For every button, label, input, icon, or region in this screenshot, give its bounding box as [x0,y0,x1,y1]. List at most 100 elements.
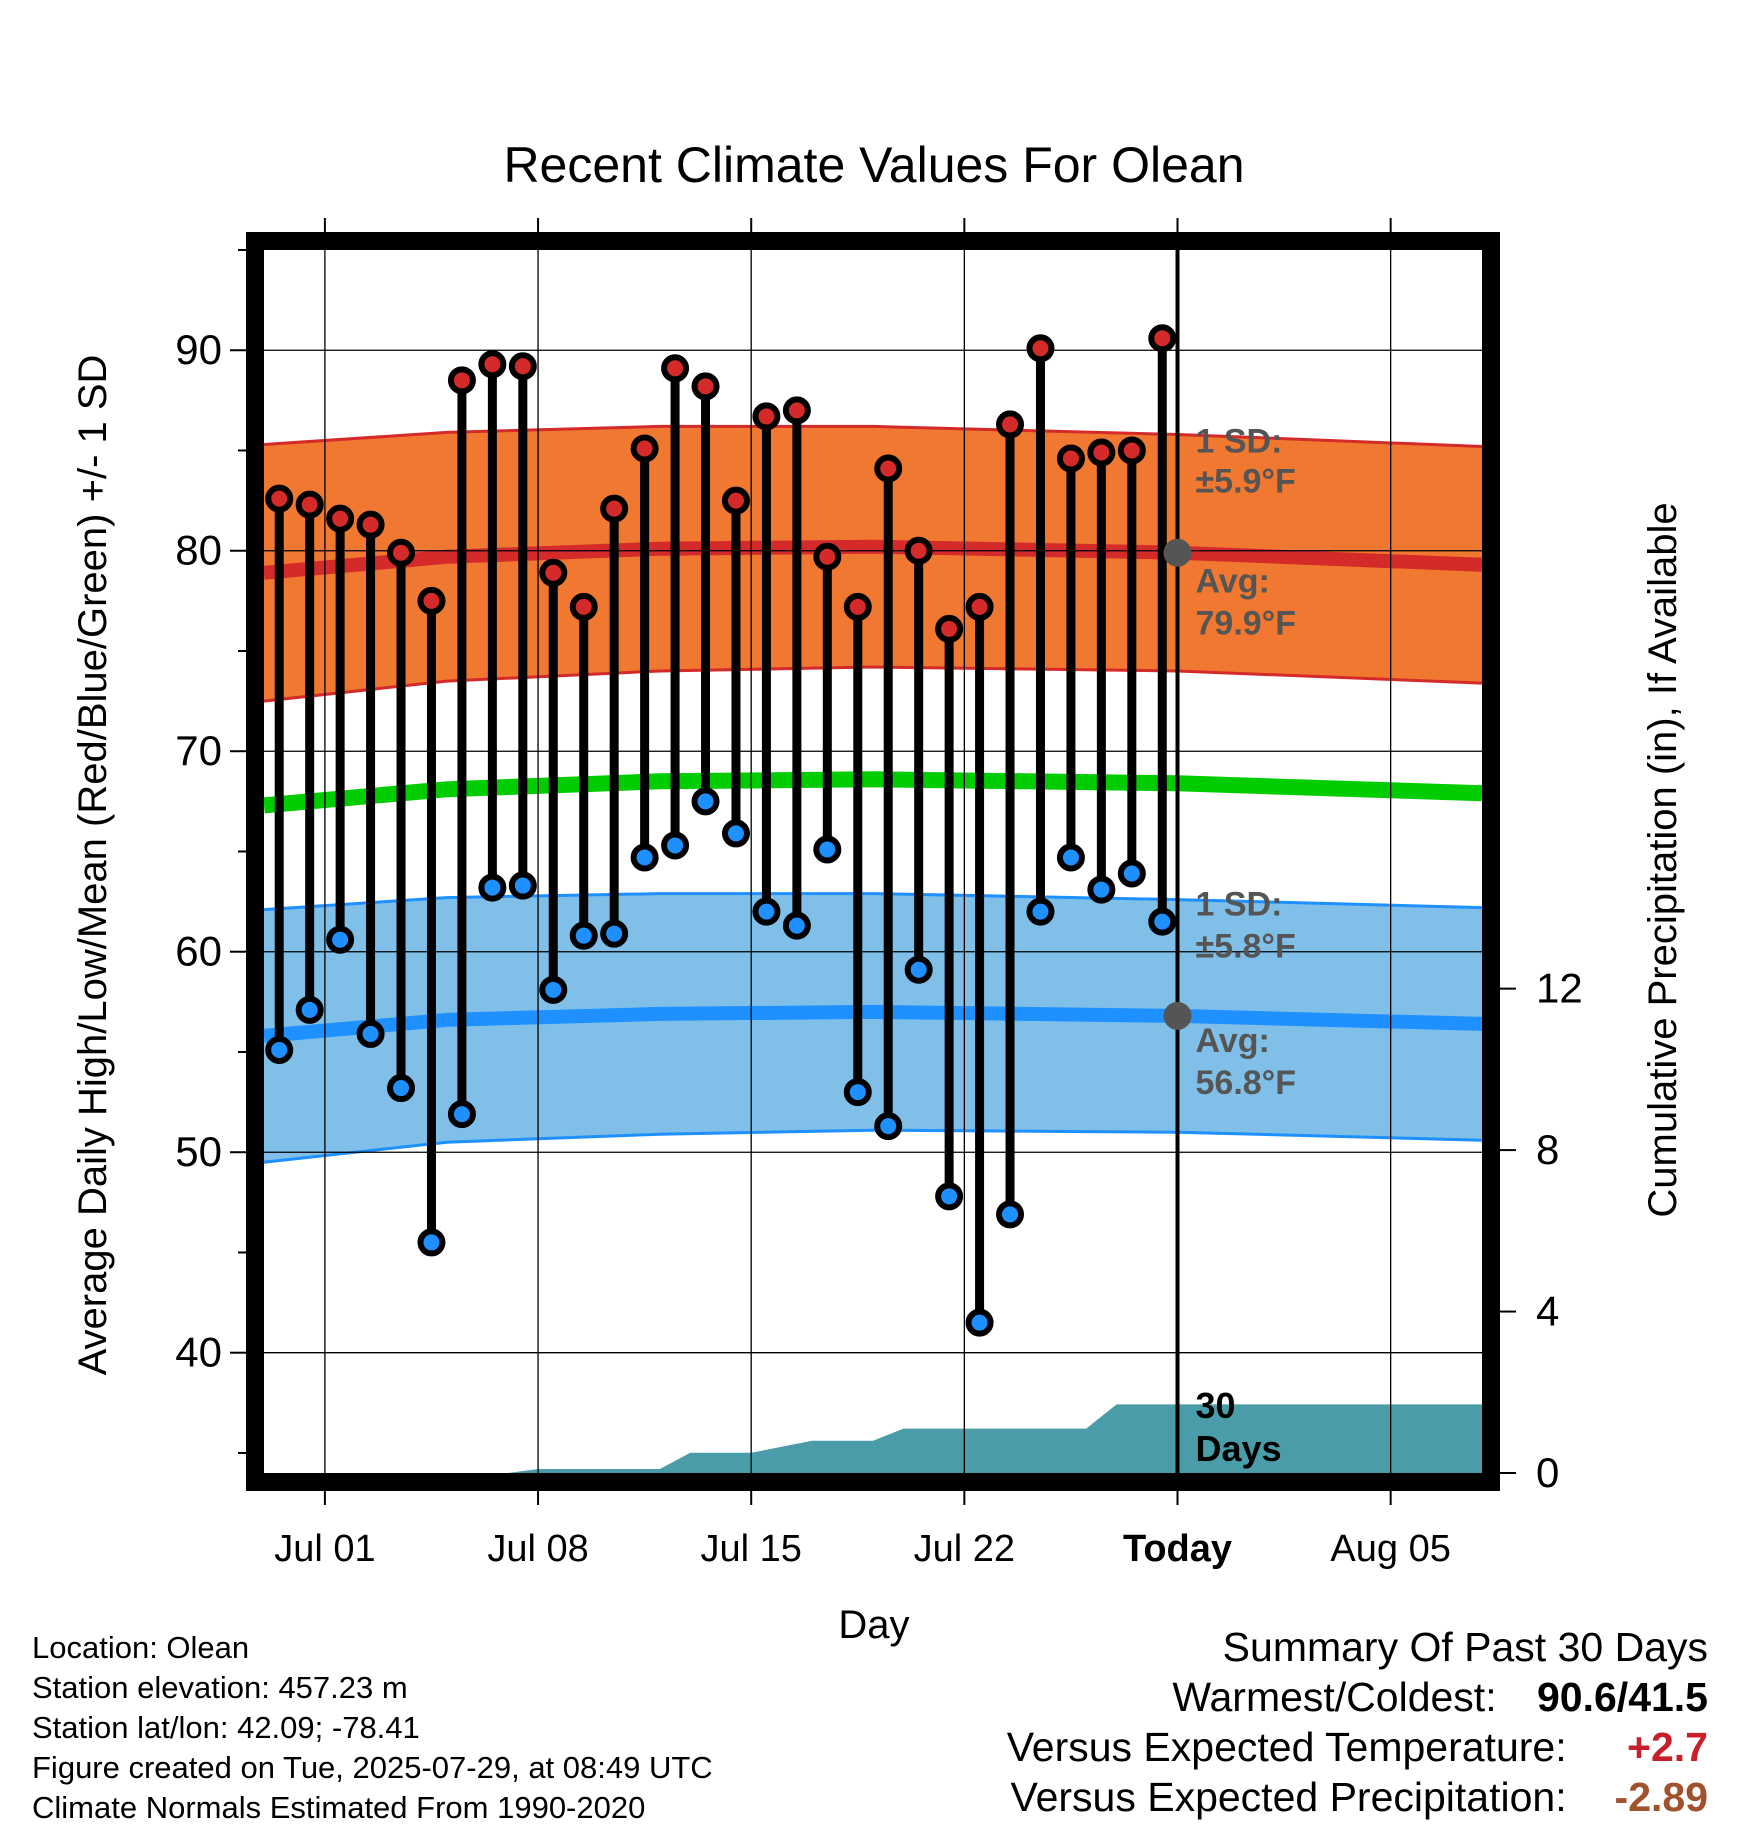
y2-axis-label: Cumulative Precipitation (in), If Availa… [1641,502,1685,1217]
latlon-text: Station lat/lon: 42.09; -78.41 [32,1710,420,1745]
daily-high-point [904,536,933,565]
daily-high-point [661,354,690,383]
daily-high-point [478,350,507,379]
precip-area [264,1404,1482,1473]
daily-high-point [843,592,872,621]
low-sd-lower-edge [263,1128,1483,1164]
temp-row: Versus Expected Temperature: +2.7 [1007,1722,1708,1772]
y2-tick-label: 8 [1536,1126,1559,1173]
today-low-avg-dot [1163,1001,1192,1030]
daily-low-point [1056,843,1085,872]
precip-row: Versus Expected Precipitation: -2.89 [1007,1772,1709,1822]
precip-label: Versus Expected Precipitation: [1010,1774,1567,1820]
daily-high-point [965,592,994,621]
days-label: Days [1196,1428,1282,1469]
summary-panel: Summary Of Past 30 Days Warmest/Coldest:… [1007,1622,1708,1822]
precip-value: -2.89 [1614,1774,1708,1820]
warmest-coldest-value: 90.6/41.5 [1537,1674,1708,1720]
daily-high-point [813,542,842,571]
daily-high-point [782,396,811,425]
daily-high-point [1117,436,1146,465]
normal-bands [263,424,1483,1164]
today-high-avg-dot [1163,538,1192,567]
daily-high-point [1026,334,1055,363]
low-avg-line [263,1004,1483,1043]
y-tick-label: 80 [175,527,222,574]
warmest-coldest-label: Warmest/Coldest: [1172,1674,1497,1720]
daily-low-point [630,843,659,872]
daily-high-point [265,484,294,513]
today-marker [1163,250,1192,1473]
x-tick-label: Jul 22 [914,1528,1015,1570]
daily-high-point [387,538,416,567]
x-tick-label: Today [1123,1528,1232,1570]
high-sd-label: 1 SD: [1196,422,1283,460]
daily-high-point [447,366,476,395]
daily-low-point [1026,897,1055,926]
daily-low-point [721,819,750,848]
daily-high-point [326,504,355,533]
daily-high-point [600,494,629,523]
daily-high-point [417,586,446,615]
low-avg-value: 56.8°F [1196,1064,1297,1102]
daily-high-point [295,490,324,519]
high-avg-label: Avg: [1196,563,1270,601]
low-sd-value: ±5.8°F [1196,928,1296,966]
daily-high-point [1148,324,1177,353]
daily-low-point [447,1100,476,1129]
daily-low-point [904,955,933,984]
y2-tick-label: 0 [1536,1449,1559,1496]
daily-low-point [265,1035,294,1064]
daily-high-point [996,410,1025,439]
daily-low-point [874,1112,903,1141]
daily-low-point [813,835,842,864]
daily-high-point [630,434,659,463]
daily-high-point [935,614,964,643]
daily-low-point [508,871,537,900]
x-tick-label: Jul 15 [700,1528,801,1570]
y-tick-label: 50 [175,1128,222,1175]
x-tick-label: Jul 08 [487,1528,588,1570]
low-sd-label: 1 SD: [1196,886,1283,924]
low-sd-band [264,893,1482,1163]
daily-high-point [539,558,568,587]
location-text: Location: Olean [32,1630,250,1665]
daily-low-point [691,787,720,816]
axes: Jul 01 Jul 08 Jul 15 Jul 22 Today Aug 0540506… [71,218,1685,1647]
y-tick-label: 40 [175,1329,222,1376]
daily-low-point [1117,859,1146,888]
daily-high-point [1087,438,1116,467]
daily-low-point [569,921,598,950]
daily-low-point [1148,907,1177,936]
daily-low-point [1087,875,1116,904]
daily-markers [265,324,1177,1337]
daily-low-point [843,1078,872,1107]
daily-high-point [1056,444,1085,473]
low-avg-label: Avg: [1196,1022,1270,1060]
daily-high-point [721,486,750,515]
daily-high-point [356,510,385,539]
y-tick-label: 60 [175,928,222,975]
daily-low-point [782,911,811,940]
daily-high-point [874,454,903,483]
mean-line [263,771,1483,814]
normals-text: Climate Normals Estimated From 1990-2020 [32,1790,646,1825]
warmest-coldest-row: Warmest/Coldest: 90.6/41.5 [1007,1672,1708,1722]
days-count-label: 30 [1196,1385,1236,1426]
daily-high-point [752,402,781,431]
plot-border [246,232,1500,1491]
daily-high-point [508,352,537,381]
daily-low-point [478,873,507,902]
daily-low-point [387,1074,416,1103]
x-tick-label: Jul 01 [274,1528,375,1570]
plot-frame [246,232,1500,1491]
station-info: Location: Olean Station elevation: 457.2… [32,1628,713,1828]
y2-tick-label: 4 [1536,1288,1559,1335]
daily-low-point [295,995,324,1024]
y-tick-label: 70 [175,727,222,774]
summary-title: Summary Of Past 30 Days [1222,1624,1708,1670]
daily-low-point [417,1228,446,1257]
y-tick-label: 90 [175,326,222,373]
